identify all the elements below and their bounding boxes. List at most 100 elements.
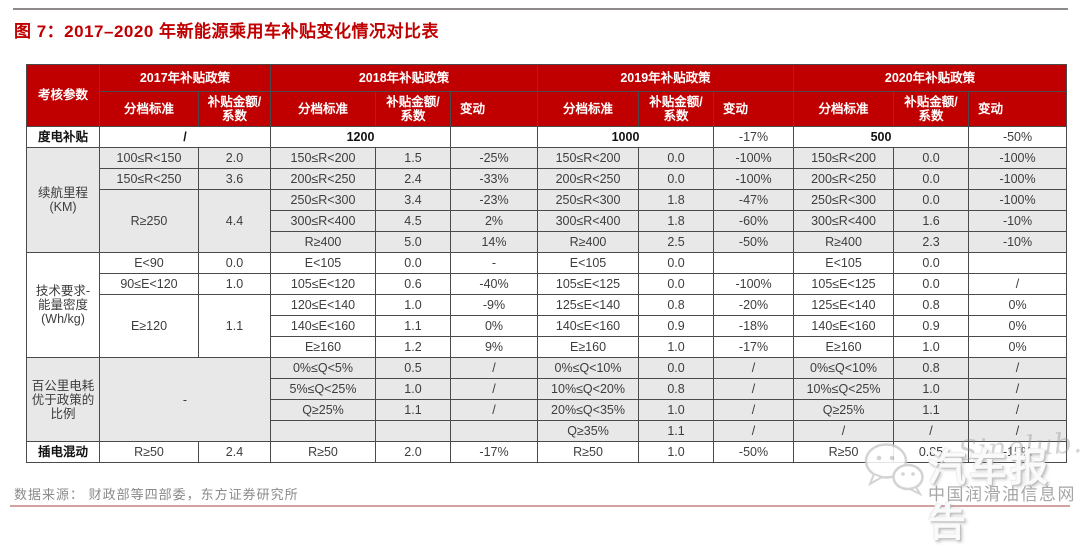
year-group-2020: 2020年补贴政策 — [793, 64, 1068, 92]
figure-title: 图 7：2017–2020 年新能源乘用车补贴变化情况对比表 — [14, 22, 439, 41]
table-cell: 0.0 — [893, 273, 970, 295]
table-cell — [375, 420, 451, 442]
table-cell: 1.1 — [375, 399, 451, 421]
table-cell: 125≤E<140 — [793, 294, 895, 316]
bottom-divider — [10, 505, 1070, 507]
table-cell: 1.0 — [198, 273, 271, 295]
table-row: E≥120 1.1 120≤E<140 1.0 -9% 125≤E<140 0.8 -20% 1… — [27, 294, 1068, 358]
table-cell: -50% — [968, 126, 1068, 148]
table-row: Q≥25% 1.1/20%≤Q<35% 1.0/Q≥25% 1.1/ — [27, 399, 1068, 421]
table-row: Q≥35% 1.1// / / — [27, 420, 1068, 442]
table-cell: -10% — [968, 231, 1068, 253]
table-cell: 300≤R<400 — [537, 210, 640, 232]
header-cell: 变动 — [713, 91, 795, 127]
table-cell: -25% — [449, 147, 539, 169]
table-cell: 300≤R<400 — [793, 210, 895, 232]
table-cell: R≥400 — [537, 231, 640, 253]
watermark-site-text: 中国润滑油信息网 — [928, 485, 1076, 504]
table-cell: 1200 — [270, 126, 451, 148]
table-cell: 2.4 — [375, 168, 451, 190]
table-cell: 200≤R<250 — [793, 168, 895, 190]
table-cell: 0.5 — [375, 357, 451, 379]
data-source-note: 数据来源： 财政部等四部委，东方证券研究所 — [14, 487, 299, 502]
table-cell: Q≥25% — [793, 399, 895, 421]
table-row: R≥250 4.4 250≤R<300 3.4 -23% 250≤R<300 1.8 -47%… — [27, 189, 1068, 253]
table-cell: E<90 — [99, 252, 199, 274]
table-cell: / — [713, 420, 795, 442]
table-cell: E≥160 — [793, 336, 895, 358]
table-row: 90≤E<120 1.0 105≤E<120 0.6 -40% 105≤E<125 0.0-… — [27, 273, 1068, 295]
header-cell: 分档标准 — [537, 91, 640, 127]
table-cell: 250≤R<300 — [793, 189, 895, 211]
table-row: 技术要求- 能量密度 (Wh/kg) E<90 0.0 E<105 0.0- E<105 0… — [26, 252, 1068, 358]
table-cell: 4.5 — [375, 210, 451, 232]
table-cell: -100% — [713, 168, 795, 190]
table-cell: R≥250 — [99, 189, 199, 253]
table-cell: 0%≤Q<10% — [537, 357, 640, 379]
table-cell: 2.0 — [375, 441, 451, 463]
table-row: 插电混动 R≥50 2.4 R≥50 2.0 -17% R≥50 1.0 -50% R≥50 0.8… — [26, 441, 1068, 463]
table-cell: -100% — [713, 147, 795, 169]
table-cell: 2.0 — [198, 147, 271, 169]
table-cell: -20% — [713, 294, 795, 316]
table-cell: 0.0 — [198, 252, 271, 274]
table-cell: / — [968, 357, 1068, 379]
table-cell: 105≤E<120 — [270, 273, 376, 295]
table-cell: 3.4 — [375, 189, 451, 211]
table-cell: 10%≤Q<20% — [537, 378, 640, 400]
table-cell: 0.8 — [893, 294, 970, 316]
table-cell — [449, 126, 539, 148]
table-cell: R≥50 — [537, 441, 640, 463]
table-cell: 1.1 — [893, 399, 970, 421]
table-cell: 0.9 — [638, 315, 715, 337]
table-cell: 1.0 — [893, 378, 970, 400]
table-cell: / — [99, 126, 271, 148]
table-cell: 125≤E<140 — [537, 294, 640, 316]
table-cell: 1.8 — [638, 210, 715, 232]
table-cell: 0.0 — [893, 168, 970, 190]
table-cell: R≥50 — [270, 441, 376, 463]
table-cell: 3.6 — [198, 168, 271, 190]
table-cell: 200≤R<250 — [537, 168, 640, 190]
table-cell: 1.0 — [638, 441, 715, 463]
table-row: 考核参数 2017年补贴政策 2018年补贴政策 2019年补贴政策 2020年补贴政策 — [26, 64, 1068, 127]
table-cell — [713, 252, 795, 274]
table-cell: 5%≤Q<25% — [270, 378, 376, 400]
header-cell: 补贴金额/ 系数 — [893, 91, 970, 127]
header-cell: 补贴金额/ 系数 — [375, 91, 451, 127]
table-cell: 250≤R<300 — [270, 189, 376, 211]
table-cell: / — [713, 357, 795, 379]
table-cell: 200≤R<250 — [270, 168, 376, 190]
table-cell: 1.1 — [375, 315, 451, 337]
row-label: 技术要求- 能量密度 (Wh/kg) — [26, 252, 100, 358]
table-cell: R≥400 — [793, 231, 895, 253]
table-cell: 0.85 — [893, 441, 970, 463]
table-cell: / — [449, 378, 539, 400]
table-cell: R≥50 — [793, 441, 895, 463]
table-cell: 0.0 — [638, 168, 715, 190]
table-cell: / — [968, 273, 1068, 295]
table-cell: Q≥35% — [537, 420, 640, 442]
table-cell: / — [968, 399, 1068, 421]
table-cell: -23% — [449, 189, 539, 211]
table-cell: 1.0 — [638, 336, 715, 358]
table-cell: 0%≤Q<10% — [793, 357, 895, 379]
table-cell: 0.8 — [638, 294, 715, 316]
table-cell: 0.0 — [638, 273, 715, 295]
table-cell: -50% — [713, 441, 795, 463]
table-cell: 10%≤Q<25% — [793, 378, 895, 400]
table-cell: 300≤R<400 — [270, 210, 376, 232]
param-header: 考核参数 — [26, 64, 100, 127]
table-row: 续航里程 (KM) 100≤R<150 2.0 150≤R<200 1.5 -25% 150… — [26, 147, 1068, 253]
table-cell: 1.5 — [375, 147, 451, 169]
table-cell: 14% — [449, 231, 539, 253]
table-cell: 1.2 — [375, 336, 451, 358]
table-cell: 5.0 — [375, 231, 451, 253]
table-cell: 2% — [449, 210, 539, 232]
header-cell: 变动 — [968, 91, 1068, 127]
table-cell: E<105 — [537, 252, 640, 274]
table-cell: / — [793, 420, 895, 442]
header-cell: 分档标准 — [270, 91, 376, 127]
table-cell: 0.6 — [375, 273, 451, 295]
table-cell: 500 — [793, 126, 970, 148]
